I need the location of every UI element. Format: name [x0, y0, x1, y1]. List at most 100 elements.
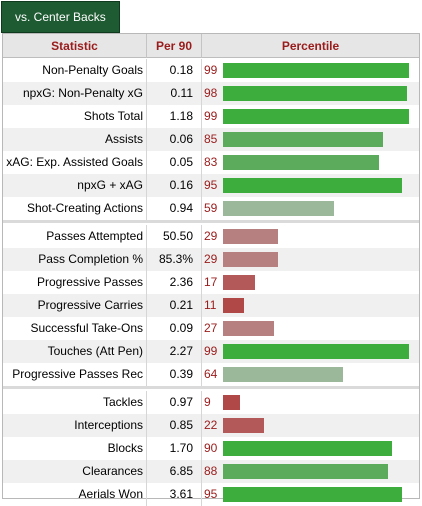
- percentile-bar: [223, 275, 255, 290]
- stat-name: npxG + xAG: [77, 178, 143, 192]
- per90-value: 0.85: [169, 418, 193, 432]
- per90-value: 0.21: [169, 298, 193, 312]
- percentile-bar: [223, 441, 392, 456]
- stat-name: Assists: [104, 132, 143, 146]
- stat-name: Interceptions: [74, 418, 143, 432]
- percentile-bar: [223, 109, 409, 124]
- per90-value: 85.3%: [158, 252, 193, 266]
- stat-name: Pass Completion %: [38, 252, 143, 266]
- table-row: Touches (Att Pen) 2.27 99: [3, 340, 419, 363]
- percentile-table: Statistic Per 90 Percentile Non-Penalty …: [2, 33, 420, 506]
- stat-name: Clearances: [82, 464, 143, 478]
- percentile-value: 29: [204, 252, 218, 266]
- percentile-value: 88: [204, 464, 218, 478]
- percentile-value: 11: [204, 298, 217, 312]
- percentile-bar: [223, 321, 274, 336]
- stat-name: Touches (Att Pen): [47, 344, 143, 358]
- header-percentile[interactable]: Percentile: [281, 39, 340, 53]
- percentile-value: 99: [204, 109, 218, 123]
- percentile-value: 95: [204, 487, 218, 501]
- per90-value: 0.16: [169, 178, 193, 192]
- percentile-value: 29: [204, 229, 218, 243]
- percentile-value: 9: [204, 395, 211, 409]
- stat-name: Blocks: [107, 441, 143, 455]
- table-row: Successful Take-Ons 0.09 27: [3, 317, 419, 340]
- stat-name: xAG: Exp. Assisted Goals: [6, 155, 143, 169]
- tab-vs-center-backs[interactable]: vs. Center Backs: [1, 1, 120, 33]
- percentile-value: 27: [204, 321, 218, 335]
- stat-name: Progressive Passes Rec: [12, 367, 143, 381]
- stat-name: Progressive Passes: [36, 275, 143, 289]
- table-row: Blocks 1.70 90: [3, 437, 419, 460]
- percentile-value: 17: [204, 275, 218, 289]
- stat-name: Shots Total: [83, 109, 143, 123]
- per90-value: 2.27: [169, 344, 193, 358]
- per90-value: 1.18: [169, 109, 193, 123]
- percentile-value: 99: [204, 63, 218, 77]
- percentile-bar: [223, 86, 407, 101]
- per90-value: 2.36: [169, 275, 193, 289]
- percentile-value: 22: [204, 418, 218, 432]
- stat-name: Tackles: [102, 395, 143, 409]
- table-row: Shots Total 1.18 99: [3, 105, 419, 128]
- per90-value: 0.39: [169, 367, 193, 381]
- percentile-value: 64: [204, 367, 218, 381]
- percentile-bar: [223, 252, 278, 267]
- percentile-value: 83: [204, 155, 218, 169]
- percentile-bar: [223, 63, 409, 78]
- per90-value: 0.06: [169, 132, 193, 146]
- percentile-bar: [223, 464, 388, 479]
- percentile-value: 99: [204, 344, 218, 358]
- table-row: Shot-Creating Actions 0.94 59: [3, 197, 419, 220]
- stat-name: npxG: Non-Penalty xG: [22, 86, 143, 100]
- percentile-value: 98: [204, 86, 218, 100]
- percentile-bar: [223, 487, 402, 502]
- table-row: Interceptions 0.85 22: [3, 414, 419, 437]
- percentile-bar: [223, 418, 264, 433]
- percentile-value: 90: [204, 441, 218, 455]
- per90-value: 0.18: [169, 63, 193, 77]
- table-row: Tackles 0.97 9: [3, 391, 419, 414]
- per90-value: 0.94: [169, 201, 193, 215]
- table-row: Assists 0.06 85: [3, 128, 419, 151]
- table-row: Progressive Passes Rec 0.39 64: [3, 363, 419, 386]
- header-per90[interactable]: Per 90: [155, 39, 193, 53]
- percentile-value: 85: [204, 132, 218, 146]
- table-row: Passes Attempted 50.50 29: [3, 225, 419, 248]
- per90-value: 0.05: [169, 155, 193, 169]
- stat-name: Successful Take-Ons: [30, 321, 144, 335]
- table-row: Progressive Carries 0.21 11: [3, 294, 419, 317]
- percentile-bar: [223, 229, 278, 244]
- table-row: xAG: Exp. Assisted Goals 0.05 83: [3, 151, 419, 174]
- group-separator: [3, 386, 419, 389]
- per90-value: 6.85: [169, 464, 193, 478]
- group-separator: [3, 220, 419, 223]
- table-row: Non-Penalty Goals 0.18 99: [3, 59, 419, 82]
- percentile-value: 59: [204, 201, 218, 215]
- percentile-bar: [223, 178, 402, 193]
- table-row: Aerials Won 3.61 95: [3, 483, 419, 506]
- header-statistic[interactable]: Statistic: [51, 39, 98, 53]
- per90-value: 3.61: [169, 487, 193, 501]
- percentile-bar: [223, 395, 240, 410]
- percentile-bar: [223, 155, 379, 170]
- percentile-bar: [223, 132, 383, 147]
- table-row: Clearances 6.85 88: [3, 460, 419, 483]
- table-header: Statistic Per 90 Percentile: [3, 34, 419, 58]
- table-row: Progressive Passes 2.36 17: [3, 271, 419, 294]
- table-row: npxG: Non-Penalty xG 0.11 98: [3, 82, 419, 105]
- stat-name: Progressive Carries: [37, 298, 143, 312]
- per90-value: 0.97: [169, 395, 193, 409]
- stat-name: Passes Attempted: [46, 229, 143, 243]
- percentile-value: 95: [204, 178, 218, 192]
- per90-value: 0.09: [169, 321, 193, 335]
- per90-value: 0.11: [170, 86, 193, 100]
- percentile-bar: [223, 201, 334, 216]
- percentile-bar: [223, 298, 244, 313]
- percentile-bar: [223, 367, 343, 382]
- table-row: npxG + xAG 0.16 95: [3, 174, 419, 197]
- stat-name: Non-Penalty Goals: [42, 63, 143, 77]
- stat-name: Aerials Won: [78, 487, 143, 501]
- stat-name: Shot-Creating Actions: [26, 201, 143, 215]
- percentile-bar: [223, 344, 409, 359]
